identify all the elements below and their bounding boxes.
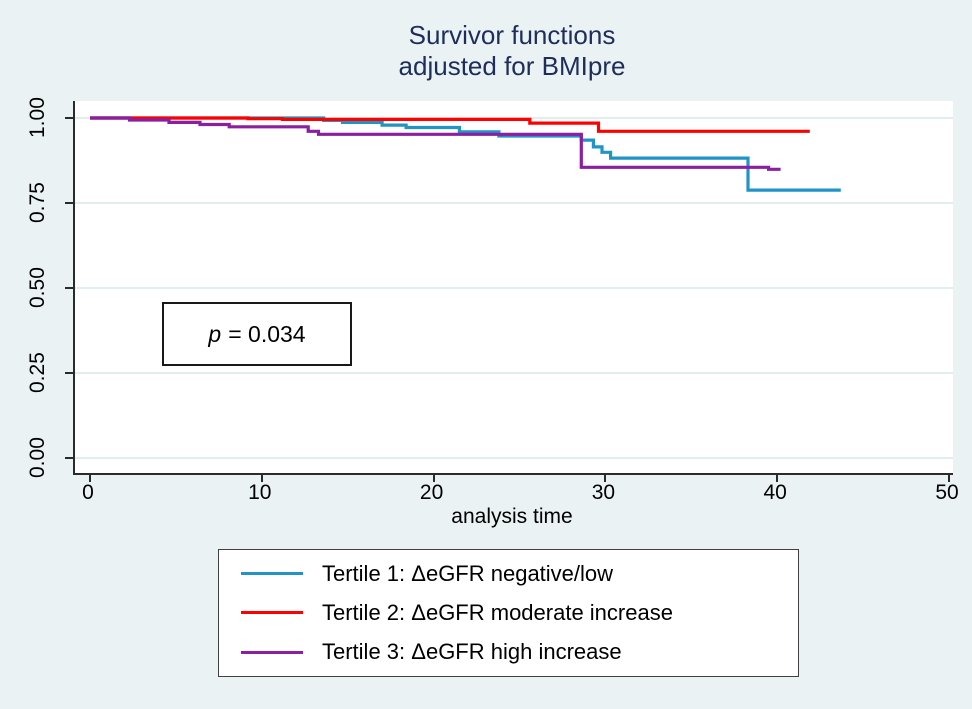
legend-line-sample-purple [241,650,303,654]
x-tick-label: 40 [763,481,787,504]
legend-item-tertile3: Tertile 3: ΔeGFR high increase [219,639,798,665]
y-tick-label: 1.00 [26,97,49,139]
legend-item-tertile2: Tertile 2: ΔeGFR moderate increase [219,600,798,626]
chart-title-line2: adjusted for BMIpre [398,51,626,81]
x-tick [89,473,91,482]
p-value-annotation: p = 0.034 [162,302,352,366]
x-tick-label: 50 [935,481,959,504]
x-tick-label: 10 [248,481,272,504]
x-tick [432,473,435,482]
survival-curve-2 [90,116,810,133]
legend-label: Tertile 1: ΔeGFR negative/low [322,560,614,586]
x-tick-label: 30 [591,481,616,504]
survival-curves [90,116,841,192]
legend-label: Tertile 2: ΔeGFR moderate increase [322,599,673,625]
gridline [75,287,953,289]
legend-line-sample-red [241,611,303,615]
x-tick [776,473,779,482]
chart-title-line1: Survivor functions [408,20,616,50]
y-tick [65,202,75,204]
legend: Tertile 1: ΔeGFR negative/low Tertile 2:… [218,549,799,677]
survival-curve-3 [90,116,781,171]
chart-title: Survivor functions adjusted for BMIpre [73,20,951,82]
plot-area [65,101,953,482]
gridline [75,372,953,374]
y-tick [65,117,75,119]
survival-curve-1 [90,116,841,192]
legend-line-sample-blue [241,572,303,576]
p-value-text: = 0.034 [228,320,306,347]
x-tick [260,473,263,482]
y-tick-label: 0.75 [26,182,49,224]
y-tick [65,372,75,374]
x-tick-label: 0 [82,481,94,504]
gridline [75,202,953,204]
y-tick-label: 0.50 [26,267,49,309]
x-tick [948,473,950,482]
gridline [75,457,953,459]
x-tick [604,473,607,482]
x-axis-title: analysis time [451,505,573,528]
y-tick [65,287,75,289]
y-tick [65,457,75,459]
p-symbol: p [208,320,222,347]
y-tick-label: 0.25 [26,352,49,394]
legend-item-tertile1: Tertile 1: ΔeGFR negative/low [219,561,798,587]
x-tick-label: 20 [419,481,444,504]
legend-label: Tertile 3: ΔeGFR high increase [322,639,622,665]
